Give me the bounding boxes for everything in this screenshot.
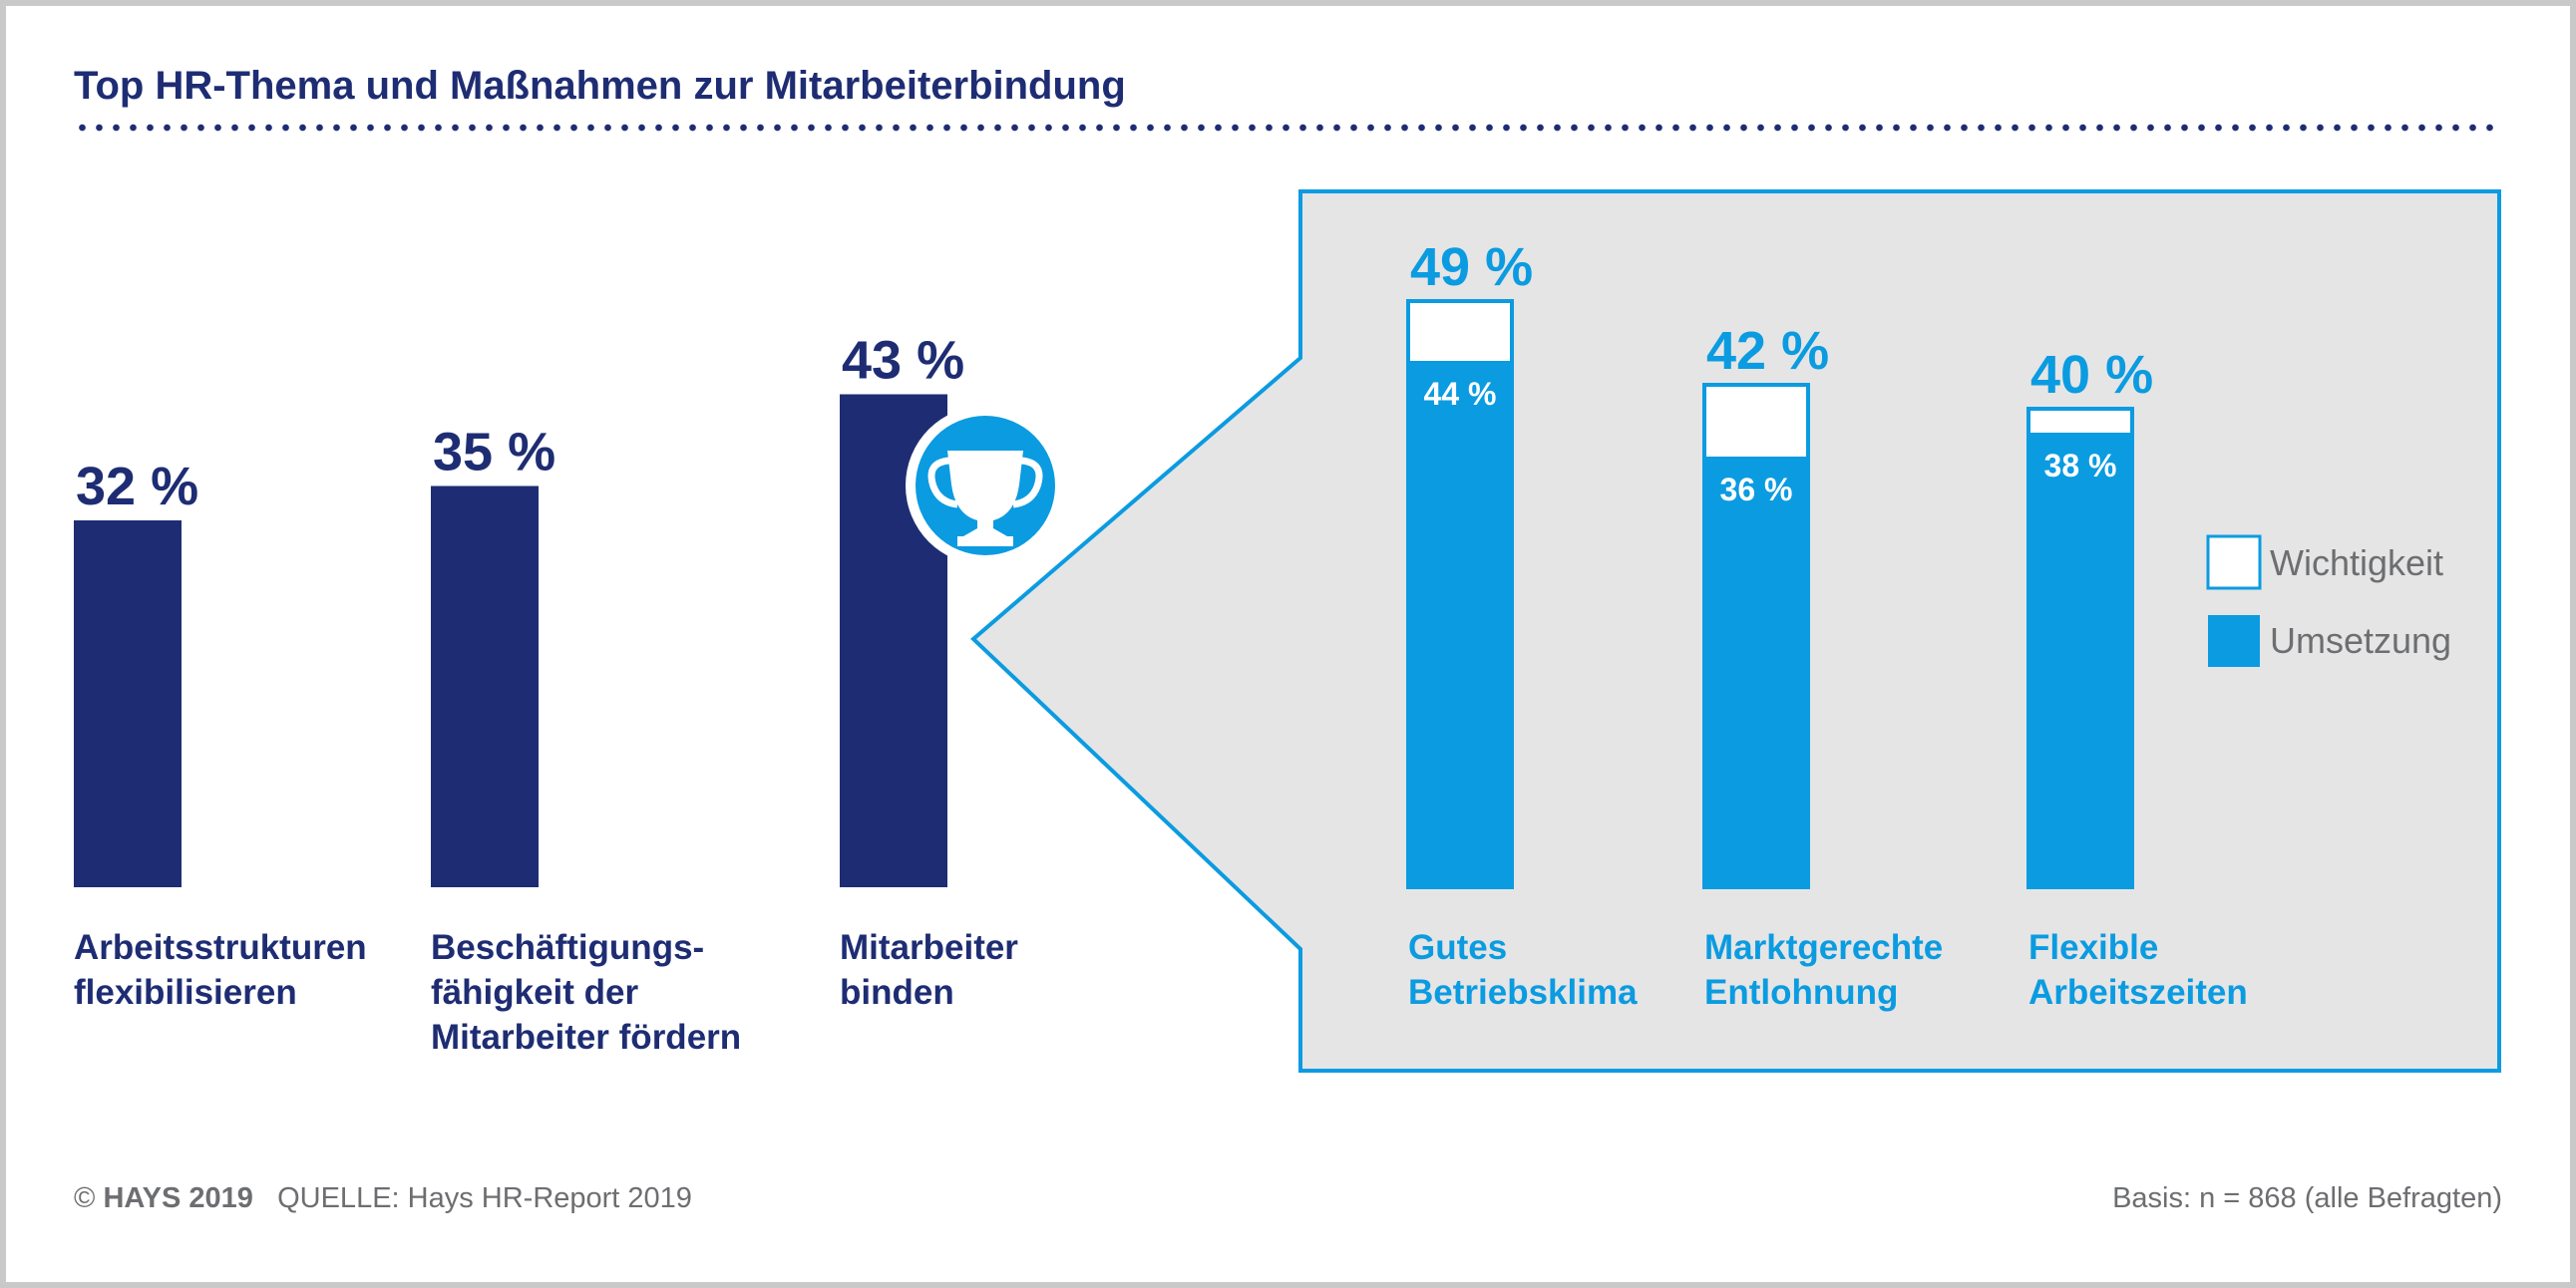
umsetzung-label: 36 %: [1720, 472, 1793, 507]
category-label: Arbeitszeiten: [2028, 973, 2248, 1012]
value-label: 32 %: [76, 457, 198, 516]
category-label: binden: [840, 973, 954, 1012]
trophy-base: [957, 536, 1013, 546]
bar-beschäftigungs: [431, 485, 539, 887]
category-label: Betriebsklima: [1408, 973, 1638, 1012]
category-label: Mitarbeiter: [840, 928, 1018, 967]
legend-swatch-wichtigkeit: [2206, 534, 2262, 590]
bar-umsetzung-marktgerechte: [1704, 457, 1808, 887]
value-label: 35 %: [433, 423, 555, 483]
copyright-symbol: ©: [74, 1182, 96, 1214]
category-label: Mitarbeiter fördern: [431, 1018, 741, 1057]
trophy-cup: [947, 451, 1023, 536]
trophy-handle-left: [927, 457, 958, 508]
wichtigkeit-label: 42 %: [1706, 321, 1829, 381]
footer-source-text: QUELLE: Hays HR-Report 2019: [277, 1182, 692, 1214]
category-label: fähigkeit der: [431, 973, 638, 1012]
category-label: Flexible: [2028, 928, 2158, 967]
trophy-icon: [906, 406, 1065, 565]
footer-brand: HAYS 2019: [103, 1182, 253, 1214]
category-label: flexibilisieren: [74, 973, 297, 1012]
trophy-handle-right: [1012, 457, 1043, 508]
umsetzung-label: 38 %: [2044, 448, 2117, 483]
value-label: 43 %: [842, 331, 964, 391]
legend-label-wichtigkeit: Wichtigkeit: [2270, 542, 2443, 583]
bar-arbeitsstrukturen: [74, 520, 182, 887]
footer-source: © HAYS 2019 QUELLE: Hays HR-Report 2019: [74, 1182, 692, 1215]
category-label: Arbeitsstrukturen: [74, 928, 367, 967]
umsetzung-label: 44 %: [1424, 376, 1497, 412]
bar-umsetzung-flexible: [2028, 433, 2132, 887]
legend-label-umsetzung: Umsetzung: [2270, 620, 2451, 661]
bar-umsetzung-gutes: [1408, 361, 1512, 887]
dotted-divider: [74, 124, 2503, 132]
category-label: Entlohnung: [1704, 973, 1898, 1012]
chart-title: Top HR-Thema und Maßnahmen zur Mitarbeit…: [74, 64, 1126, 108]
wichtigkeit-label: 40 %: [2030, 345, 2153, 405]
category-label: Marktgerechte: [1704, 928, 1943, 967]
category-label: Gutes: [1408, 928, 1507, 967]
category-label: Beschäftigungs-: [431, 928, 704, 967]
legend-swatch-umsetzung: [2208, 615, 2260, 667]
footer-basis: Basis: n = 868 (alle Befragten): [2112, 1182, 2502, 1214]
wichtigkeit-label: 49 %: [1410, 237, 1533, 297]
